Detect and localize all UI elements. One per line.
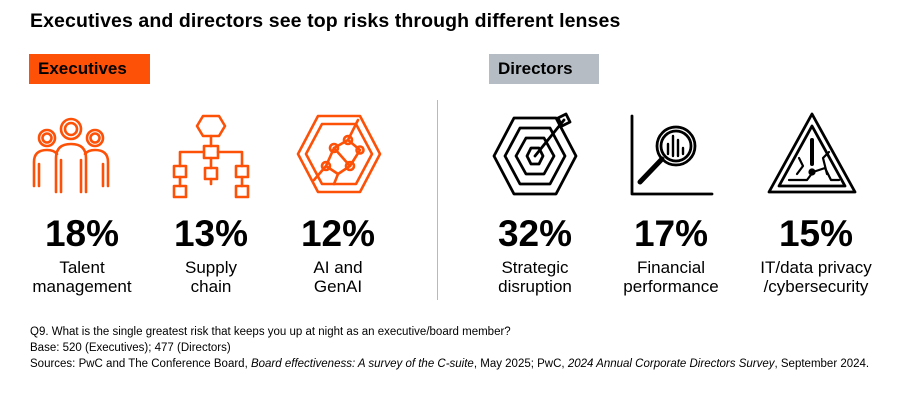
- stat-value: 12%: [300, 213, 376, 254]
- stat-value: 15%: [778, 213, 854, 254]
- stat-label-line2: chain: [190, 277, 232, 296]
- stat-label-line1: Strategic: [501, 258, 569, 277]
- stat-supply-chain: 13% Supply chain: [131, 213, 291, 297]
- stat-value: 17%: [633, 213, 709, 254]
- stat-label-line1: Talent: [59, 258, 105, 277]
- ai-hexagon-network-icon: [294, 110, 384, 200]
- stat-talent-management: 18% Talent management: [2, 213, 162, 297]
- stat-label-line2: management: [32, 277, 132, 296]
- sources-title-2: 2024 Annual Corporate Directors Survey: [567, 358, 775, 370]
- stat-strategic-disruption: 32% Strategic disruption: [455, 213, 615, 297]
- directors-badge: Directors: [489, 54, 599, 84]
- stat-ai-genai: 12% AI and GenAI: [258, 213, 418, 297]
- stat-value: 18%: [44, 213, 120, 254]
- stat-label-line1: Supply: [185, 258, 237, 277]
- target-hexagon-icon: [490, 110, 580, 200]
- stat-value: 13%: [173, 213, 249, 254]
- survey-base: Base: 520 (Executives); 477 (Directors): [30, 342, 231, 354]
- sources: Sources: PwC and The Conference Board, B…: [30, 356, 870, 372]
- sources-title-1: Board effectiveness: A survey of the C-s…: [250, 358, 474, 370]
- group-divider: [437, 100, 438, 300]
- magnifier-chart-icon: [626, 110, 716, 200]
- footnotes: Q9. What is the single greatest risk tha…: [30, 324, 870, 372]
- warning-triangle-icon: [767, 110, 857, 200]
- stat-value: 32%: [497, 213, 573, 254]
- page-title: Executives and directors see top risks t…: [30, 10, 621, 32]
- stat-label-line1: AI and: [313, 258, 363, 277]
- stat-label-line2: disruption: [498, 277, 572, 296]
- executives-badge: Executives: [29, 54, 150, 84]
- flowchart-icon: [166, 110, 256, 200]
- sources-suffix: , September 2024.: [774, 358, 870, 370]
- sources-prefix: Sources: PwC and The Conference Board,: [30, 358, 251, 370]
- stat-it-data-privacy: 15% IT/data privacy /cybersecurity: [736, 213, 896, 297]
- stat-label-line2: /cybersecurity: [763, 277, 869, 296]
- stat-label-line2: GenAI: [313, 277, 363, 296]
- survey-question: Q9. What is the single greatest risk tha…: [30, 326, 511, 338]
- stat-label-line1: IT/data privacy: [760, 258, 872, 277]
- stat-label-line2: performance: [623, 277, 719, 296]
- stat-financial-performance: 17% Financial performance: [591, 213, 751, 297]
- sources-mid: , May 2025; PwC,: [473, 358, 568, 370]
- stat-label-line1: Financial: [636, 258, 706, 277]
- people-group-icon: [26, 110, 116, 200]
